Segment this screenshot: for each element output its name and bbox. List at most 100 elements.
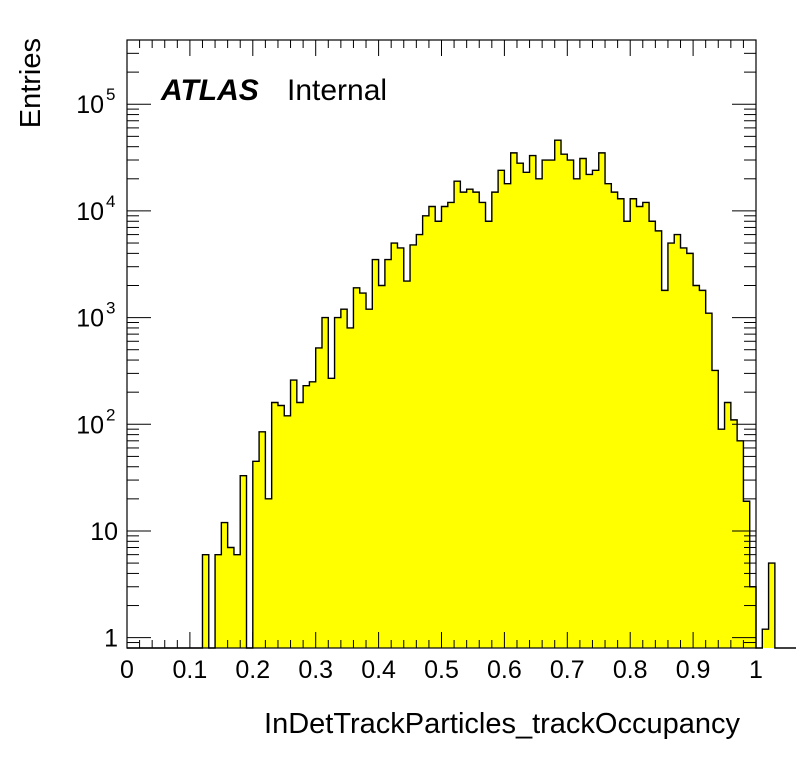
histogram-bar bbox=[290, 380, 298, 648]
histogram-bar bbox=[598, 152, 606, 648]
histogram-bar bbox=[611, 192, 619, 648]
histogram-bar bbox=[605, 183, 612, 648]
x-axis-title: InDetTrackParticles_trackOccupancy bbox=[264, 708, 740, 740]
histogram-bar bbox=[737, 440, 744, 648]
histogram-bar bbox=[768, 563, 776, 648]
histogram-bar bbox=[410, 244, 417, 649]
histogram-bar bbox=[636, 206, 644, 648]
x-tick-label: 0 bbox=[120, 656, 134, 684]
histogram-bar bbox=[403, 281, 411, 648]
histogram-bar bbox=[422, 215, 430, 649]
histogram-bar bbox=[359, 293, 367, 648]
histogram-bar bbox=[240, 475, 247, 648]
histogram-bar bbox=[384, 259, 392, 648]
histogram-bar bbox=[321, 317, 329, 648]
histogram-bar bbox=[529, 155, 537, 648]
histogram-bar bbox=[693, 285, 700, 648]
histogram-bar bbox=[705, 313, 713, 648]
y-tick-label: 10 bbox=[76, 198, 104, 226]
y-tick-exponent: 3 bbox=[106, 299, 115, 318]
y-tick-label: 10 bbox=[76, 91, 104, 119]
y-axis-title: Entries bbox=[15, 38, 47, 128]
histogram-bar bbox=[315, 347, 323, 648]
histogram-bar bbox=[397, 247, 405, 648]
histogram-bar bbox=[542, 160, 549, 648]
histogram-bar bbox=[372, 259, 379, 648]
histogram-bar bbox=[491, 192, 499, 648]
histogram-bars bbox=[202, 140, 776, 649]
histogram-bar bbox=[586, 174, 593, 648]
histogram-bar bbox=[674, 234, 681, 648]
histogram-bar bbox=[516, 163, 524, 648]
histogram-step-line bbox=[127, 139, 796, 649]
histogram-bar bbox=[472, 192, 480, 648]
histogram-bar bbox=[762, 629, 769, 648]
histogram-bar bbox=[479, 202, 486, 648]
y-tick-label: 10 bbox=[76, 305, 104, 333]
x-tick-label: 1 bbox=[749, 656, 763, 684]
histogram-bar bbox=[724, 402, 732, 648]
histogram-bar bbox=[334, 317, 342, 648]
histogram-bar bbox=[680, 247, 688, 648]
histogram-bar bbox=[215, 554, 222, 648]
histogram-bar bbox=[227, 547, 235, 648]
histogram-bar bbox=[548, 160, 556, 648]
histogram-bar bbox=[347, 327, 354, 648]
histogram-bar bbox=[711, 370, 719, 648]
histogram-bar bbox=[699, 290, 707, 648]
histogram-bar bbox=[460, 192, 468, 648]
histogram-bar bbox=[428, 206, 436, 648]
histogram-bar bbox=[498, 170, 505, 648]
histogram-bar bbox=[202, 554, 210, 648]
y-axis-ticks bbox=[127, 39, 756, 649]
atlas-label: ATLAS bbox=[160, 74, 259, 107]
histogram-bar bbox=[655, 230, 663, 648]
y-tick-label: 10 bbox=[76, 411, 104, 439]
histogram-bar bbox=[296, 402, 304, 648]
histogram-bar bbox=[554, 140, 562, 648]
x-tick-label: 0.7 bbox=[550, 656, 585, 684]
histogram-bar bbox=[353, 287, 361, 648]
histogram-bar bbox=[661, 290, 669, 648]
histogram-bar bbox=[510, 152, 518, 648]
x-tick-label: 0.2 bbox=[235, 656, 270, 684]
histogram-bar bbox=[271, 402, 279, 648]
histogram-bar bbox=[630, 198, 637, 648]
histogram-bar bbox=[233, 554, 241, 648]
histogram-bar bbox=[454, 181, 461, 648]
histogram-bar bbox=[504, 183, 512, 648]
y-tick-label: 1 bbox=[104, 625, 118, 653]
histogram-bar bbox=[447, 202, 455, 648]
histogram-bar bbox=[391, 243, 398, 648]
x-tick-label: 0.3 bbox=[298, 656, 333, 684]
histogram-bar bbox=[535, 178, 543, 649]
histogram-bar bbox=[579, 158, 587, 648]
x-tick-label: 0.4 bbox=[361, 656, 396, 684]
histogram-bar bbox=[561, 154, 568, 648]
histogram-bar bbox=[340, 309, 348, 648]
x-tick-label: 0.5 bbox=[424, 656, 459, 684]
histogram-bar bbox=[435, 221, 442, 648]
histogram-bar bbox=[567, 160, 574, 648]
histogram-bar bbox=[277, 405, 285, 648]
histogram-bar bbox=[592, 170, 600, 648]
histogram-bar bbox=[730, 419, 738, 648]
histogram-bar bbox=[743, 501, 751, 648]
x-tick-label: 0.9 bbox=[676, 656, 711, 684]
histogram-bar bbox=[441, 206, 449, 648]
histogram-bar bbox=[466, 189, 474, 648]
x-tick-label: 0.1 bbox=[173, 656, 208, 684]
histogram-bar bbox=[523, 172, 530, 648]
histogram-bar bbox=[617, 198, 625, 648]
x-axis-tick-labels: 0 0.1 0.2 0.3 0.4 0.5 0.6 0.7 0.8 0.9 1 bbox=[120, 656, 763, 684]
histogram-bar bbox=[378, 285, 386, 648]
histogram-bar bbox=[265, 498, 273, 648]
histogram-bar bbox=[259, 431, 266, 648]
histogram-bar bbox=[667, 243, 675, 648]
histogram-bar bbox=[309, 381, 317, 648]
x-axis-ticks bbox=[126, 40, 757, 648]
histogram-outline bbox=[127, 139, 796, 649]
histogram-bar bbox=[284, 415, 291, 648]
